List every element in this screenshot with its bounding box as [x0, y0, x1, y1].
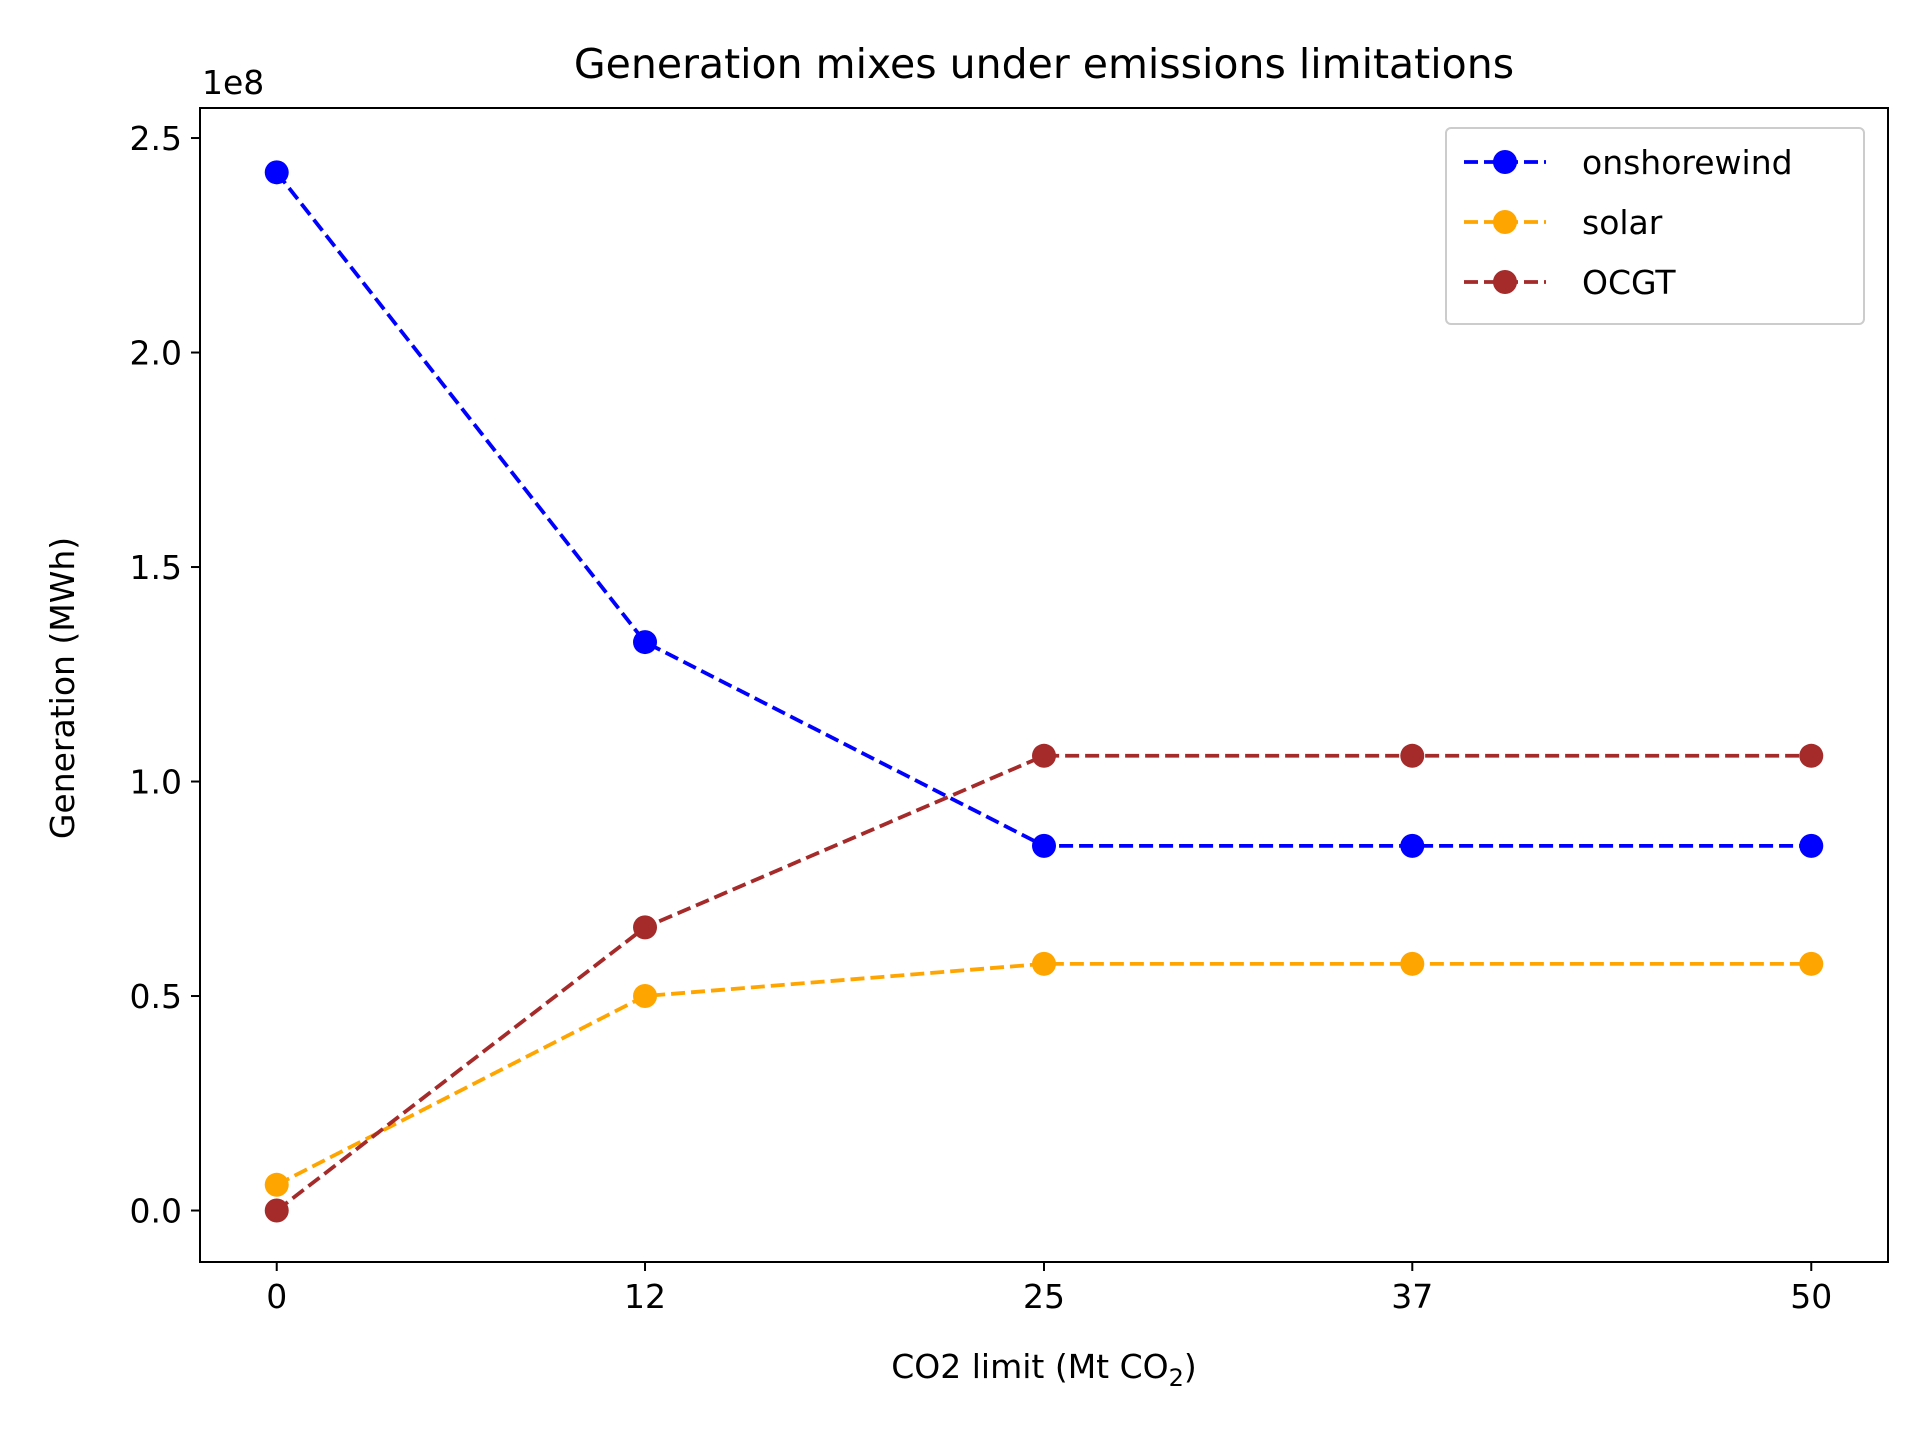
legend-label-solar: solar [1582, 203, 1663, 242]
y-tick-label: 2.0 [130, 334, 182, 373]
y-offset-label: 1e8 [202, 63, 264, 102]
series-line-ocgt [275, 753, 1812, 1213]
x-tick-label: 50 [1790, 1277, 1832, 1316]
x-tick-label: 25 [1023, 1277, 1065, 1316]
legend-marker-solar [1493, 210, 1517, 234]
data-point-ocgt [1799, 743, 1824, 768]
data-point-onshorewind [264, 160, 289, 185]
y-tick-label: 1.0 [130, 763, 182, 802]
data-point-solar [1032, 951, 1056, 976]
y-tick-label: 1.5 [130, 548, 182, 587]
data-point-onshorewind [1799, 833, 1824, 858]
legend-marker-onshorewind [1493, 150, 1517, 174]
x-tick-label: 0 [266, 1277, 287, 1316]
data-point-solar [633, 984, 658, 1009]
data-point-ocgt [1032, 743, 1056, 768]
legend-label-ocgt: OCGT [1582, 263, 1676, 302]
axes-group: 0 12 25 37 50 0.0 0.5 1.0 1.5 2.0 2.5 [130, 107, 1889, 1316]
data-point-ocgt [264, 1198, 289, 1223]
y-tick-label: 0.5 [130, 977, 182, 1016]
series-line-solar [275, 961, 1812, 1187]
y-tick-label: 0.0 [130, 1192, 182, 1231]
data-point-onshorewind [1400, 833, 1425, 858]
chart-title: Generation mixes under emissions limitat… [574, 40, 1514, 88]
data-point-onshorewind [1032, 833, 1056, 858]
legend-label-onshorewind: onshorewind [1582, 143, 1793, 182]
data-point-onshorewind [633, 630, 658, 655]
legend-frame [1445, 127, 1865, 325]
x-axis-label-main: CO2 limit (Mt CO [891, 1347, 1168, 1386]
data-point-solar [264, 1172, 289, 1197]
legend: onshorewind solar OCGT [1445, 127, 1865, 325]
x-tick-label: 12 [624, 1277, 666, 1316]
data-point-ocgt [1400, 743, 1425, 768]
data-point-solar [1400, 951, 1425, 976]
data-point-ocgt [633, 915, 658, 940]
x-axis-label: CO2 limit (Mt CO2) [891, 1347, 1197, 1392]
legend-marker-ocgt [1493, 270, 1517, 294]
y-axis-label: Generation (MWh) [43, 537, 82, 839]
plot-group [264, 160, 1824, 1223]
data-point-solar [1799, 951, 1824, 976]
x-tick-label: 37 [1391, 1277, 1433, 1316]
x-axis-label-suffix: ) [1184, 1347, 1197, 1386]
x-axis-label-subscript: 2 [1169, 1364, 1184, 1392]
y-tick-label: 2.5 [130, 119, 182, 158]
